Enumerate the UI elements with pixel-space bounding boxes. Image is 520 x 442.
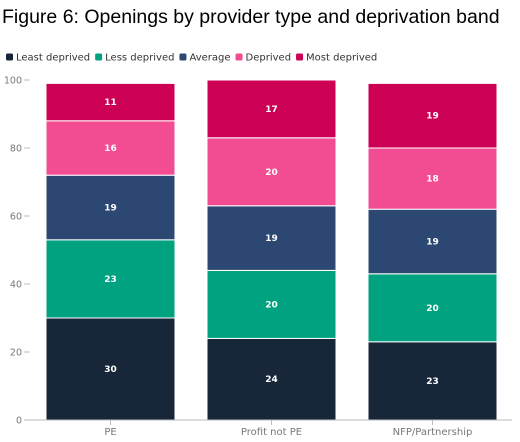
chart-title: Figure 6: Openings by provider type and … xyxy=(2,6,500,28)
bar-segment xyxy=(367,82,498,149)
bar-segment xyxy=(206,79,337,139)
bar-segment xyxy=(45,317,176,421)
x-tick-label: PE xyxy=(104,427,116,438)
data-label: 19 xyxy=(265,234,278,244)
data-label: 19 xyxy=(426,112,439,122)
data-label: 30 xyxy=(104,365,117,375)
y-tick-label: 60 xyxy=(10,212,22,223)
data-label: 11 xyxy=(104,98,117,108)
bar-segment xyxy=(206,137,337,207)
bar-segment xyxy=(367,341,498,421)
legend-label: Deprived xyxy=(246,53,292,64)
bar-segment xyxy=(367,147,498,210)
data-label: 20 xyxy=(265,300,278,310)
data-label: 16 xyxy=(104,144,117,154)
bars: 30 23 19 16 11 24 20 19 20 17 23 20 19 18 19 xyxy=(45,79,498,421)
legend-label: Average xyxy=(189,53,230,64)
y-tick-label: 100 xyxy=(4,76,22,87)
legend-label: Least deprived xyxy=(16,53,90,64)
x-tick-label: Profit not PE xyxy=(241,427,302,438)
legend-label: Less deprived xyxy=(105,53,174,64)
data-label: 20 xyxy=(426,304,439,314)
bar-segment xyxy=(206,205,337,271)
data-label: 18 xyxy=(426,175,439,185)
data-label: 23 xyxy=(104,275,117,285)
bar-segment xyxy=(45,174,176,241)
y-axis: 0 20 40 60 80 100 xyxy=(4,76,30,427)
bar-segment xyxy=(367,273,498,343)
y-tick-label: 40 xyxy=(10,280,22,291)
x-axis: PE Profit not PE NFP/Partnership xyxy=(30,419,512,438)
bar-segment xyxy=(45,82,176,122)
legend-swatch xyxy=(296,53,304,61)
bar-segment xyxy=(206,269,337,339)
legend-swatch xyxy=(179,53,187,61)
x-tick-label: NFP/Partnership xyxy=(393,427,473,438)
data-label: 24 xyxy=(265,375,278,385)
data-label: 17 xyxy=(265,105,278,115)
legend-swatch xyxy=(235,53,243,61)
legend-label: Most deprived xyxy=(306,53,377,64)
data-label: 20 xyxy=(265,168,278,178)
data-label: 19 xyxy=(104,204,117,214)
y-tick-label: 0 xyxy=(16,416,22,427)
y-tick-label: 20 xyxy=(10,348,22,359)
legend: Least deprived Less deprived Average Depriv… xyxy=(6,53,377,64)
data-label: 19 xyxy=(426,238,439,248)
legend-swatch xyxy=(95,53,103,61)
y-tick-label: 80 xyxy=(10,144,22,155)
bar-segment xyxy=(367,208,498,275)
bar-segment xyxy=(45,239,176,319)
data-label: 23 xyxy=(426,377,439,387)
legend-swatch xyxy=(6,53,13,61)
